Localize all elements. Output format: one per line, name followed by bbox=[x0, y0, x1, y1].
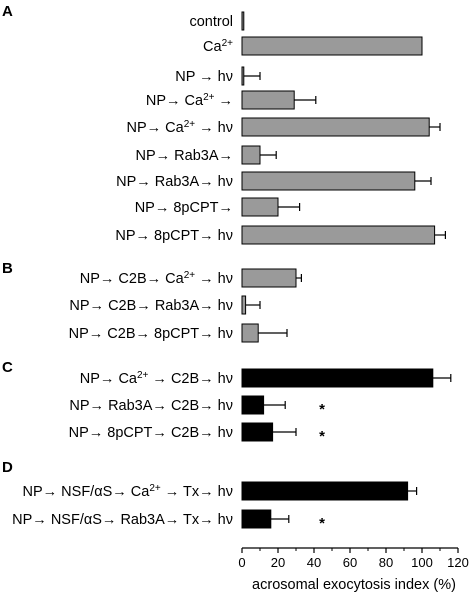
row-label: NP→ 8pCPT→ hν bbox=[115, 228, 233, 244]
row-label: NP→ C2B→ Ca2+ → hν bbox=[80, 270, 233, 288]
row-label: NP→ Ca2+ → hν bbox=[127, 119, 234, 137]
row-label: NP→ Rab3A→ C2B→ hν bbox=[69, 398, 233, 414]
bar bbox=[241, 11, 245, 31]
bar bbox=[241, 481, 409, 501]
bar bbox=[241, 171, 416, 191]
error-bars bbox=[243, 72, 452, 523]
bar bbox=[241, 368, 434, 388]
panel-letter-d: D bbox=[2, 459, 13, 476]
x-tick-label: 0 bbox=[238, 555, 245, 570]
row-label: NP→ NSF/αS→ Ca2+ → Tx→ hν bbox=[23, 483, 234, 501]
row-labels: control Ca2+ NP → hν NP→ Ca2+ → NP→ Ca2+ → h… bbox=[12, 14, 233, 528]
row-label: NP→ Rab3A→ hν bbox=[116, 174, 233, 190]
row-label: Ca2+ bbox=[203, 38, 233, 56]
bar bbox=[241, 509, 272, 529]
x-tick-label: 100 bbox=[411, 555, 433, 570]
bar bbox=[241, 36, 423, 56]
bar bbox=[241, 225, 436, 245]
row-label: NP→ C2B→ Rab3A→ hν bbox=[69, 298, 233, 314]
bars bbox=[241, 11, 436, 529]
row-label: NP → hν bbox=[175, 69, 233, 85]
row-label: NP→ C2B→ 8pCPT→ hν bbox=[69, 326, 233, 342]
row-label: NP→ Ca2+ → C2B→ hν bbox=[80, 370, 233, 388]
row-label: NP→ 8pCPT→ bbox=[135, 200, 233, 216]
panel-letter-a: A bbox=[2, 3, 13, 20]
bar bbox=[241, 295, 247, 315]
x-tick-label: 120 bbox=[447, 555, 469, 570]
row-label: NP→ Rab3A→ bbox=[135, 148, 233, 164]
bar bbox=[241, 145, 261, 165]
x-axis-title: acrosomal exocytosis index (%) bbox=[252, 577, 456, 593]
bar bbox=[241, 395, 265, 415]
row-label: NP→ NSF/αS→ Rab3A→ Tx→ hν bbox=[12, 512, 233, 528]
bar bbox=[241, 117, 430, 137]
x-tick-label: 40 bbox=[307, 555, 321, 570]
significance-star: * bbox=[319, 515, 325, 532]
panel-letters: A B C D bbox=[2, 3, 13, 476]
row-label: control bbox=[189, 14, 233, 30]
x-tick-label: 80 bbox=[379, 555, 393, 570]
bar bbox=[241, 197, 279, 217]
bar bbox=[241, 422, 274, 442]
x-tick-label: 20 bbox=[271, 555, 285, 570]
bar bbox=[241, 90, 295, 110]
row-label: NP→ Ca2+ → bbox=[146, 92, 233, 110]
row-label: NP→ 8pCPT→ C2B→ hν bbox=[69, 425, 233, 441]
significance-star: * bbox=[319, 401, 325, 418]
bar bbox=[241, 268, 297, 288]
x-tick-label: 60 bbox=[343, 555, 357, 570]
panel-letter-b: B bbox=[2, 260, 13, 277]
bar bbox=[241, 66, 245, 86]
significance-marks: * * * bbox=[319, 401, 325, 532]
bar bbox=[241, 323, 259, 343]
x-axis: 0 20 40 60 80 100 120 bbox=[238, 547, 469, 570]
significance-star: * bbox=[319, 428, 325, 445]
panel-letter-c: C bbox=[2, 359, 13, 376]
